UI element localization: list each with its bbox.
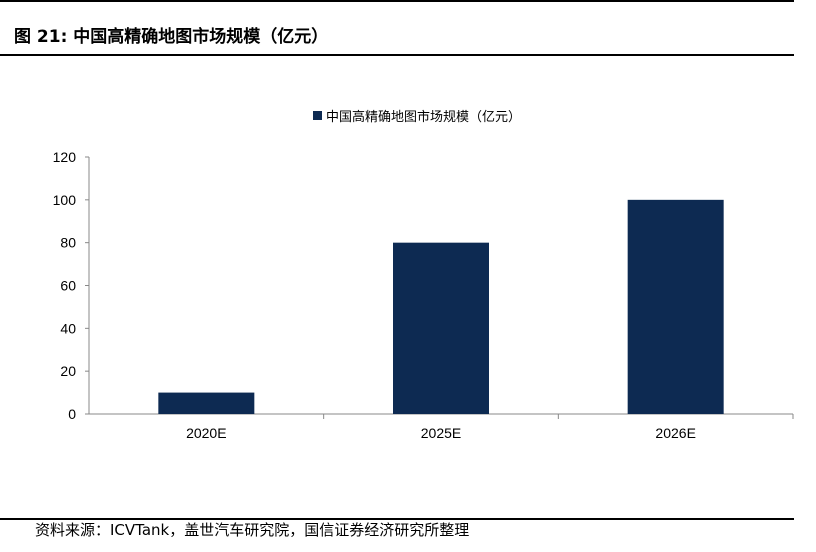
y-tick-label: 120 [53, 149, 77, 165]
figure-header: 图 21: 中国高精确地图市场规模（亿元） [0, 0, 794, 56]
x-tick-label: 2026E [655, 425, 695, 441]
y-axis: 0 20 40 60 80 100 120 [53, 149, 90, 422]
figure-title: 图 21: 中国高精确地图市场规模（亿元） [14, 27, 329, 47]
y-tick-label: 100 [53, 192, 77, 208]
legend-swatch [313, 110, 322, 120]
x-tick-label: 2025E [421, 425, 461, 441]
bars [158, 199, 724, 414]
bar [393, 242, 489, 414]
chart-legend: 中国高精确地图市场规模（亿元） [313, 106, 522, 125]
y-tick-label: 80 [60, 235, 76, 251]
y-tick-label: 20 [60, 363, 76, 379]
bar [627, 199, 724, 414]
bar [158, 392, 255, 414]
source-note: 资料来源：ICVTank，盖世汽车研究院，国信证券经济研究所整理 [35, 521, 470, 539]
y-tick-label: 40 [60, 320, 76, 336]
x-tick-label: 2020E [186, 425, 226, 441]
y-tick-label: 60 [60, 278, 76, 294]
figure-footer-rule [0, 518, 794, 520]
x-axis: 2020E 2025E 2026E [89, 413, 794, 441]
legend-label: 中国高精确地图市场规模（亿元） [326, 109, 522, 125]
y-tick-label: 0 [68, 406, 76, 422]
